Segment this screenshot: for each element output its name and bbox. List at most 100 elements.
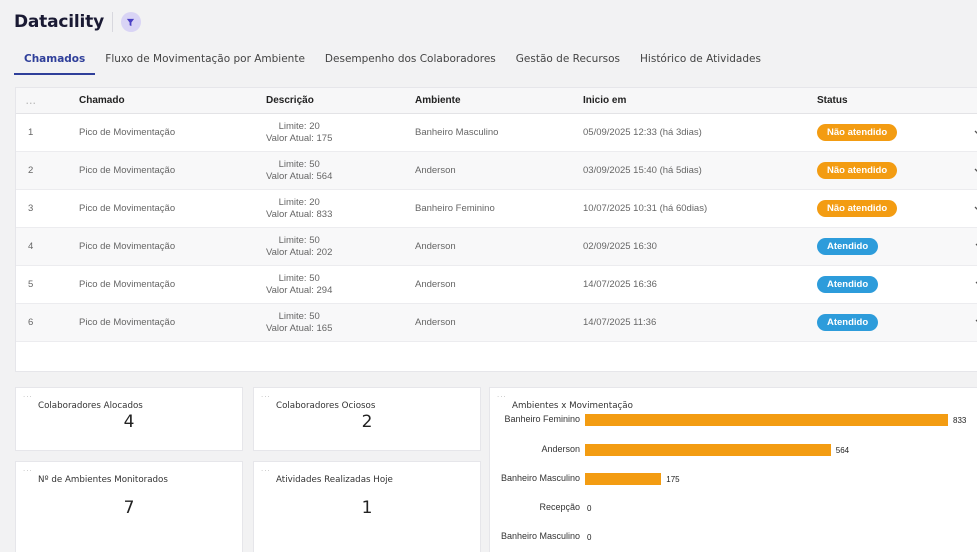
row-id: 3 [28,203,34,214]
bar-value-label: 0 [587,533,592,542]
row-id: 5 [28,279,34,290]
card-colaboradores-ociosos: ... Colaboradores Ociosos 2 [253,387,481,451]
bar-category-label: Banheiro Feminino [504,414,580,424]
card-menu-icon[interactable]: ... [23,390,33,399]
card-value: 2 [361,412,373,432]
row-valor-atual: Valor Atual: 833 [266,208,333,220]
row-action[interactable] [974,152,977,189]
row-action[interactable] [974,114,977,151]
row-chamado: Pico de Movimentação [79,203,176,214]
row-ambiente: Banheiro Masculino [415,127,499,138]
row-chamado: Pico de Movimentação [79,317,176,328]
row-id: 6 [28,317,34,328]
card-title: Colaboradores Alocados [38,401,143,411]
card-atividades-hoje: ... Atividades Realizadas Hoje 1 [253,461,481,552]
table-row[interactable]: 1 Pico de Movimentação Limite: 20 Valor … [16,114,977,152]
bar-value-label: 0 [587,504,592,513]
table-menu-icon[interactable]: ... [26,95,37,106]
header-descricao[interactable]: Descrição [266,95,314,106]
header-ambiente[interactable]: Ambiente [415,95,461,106]
row-limite: Limite: 50 [278,272,320,284]
tab-bar: Chamados Fluxo de Movimentação por Ambie… [14,50,771,75]
table-row[interactable]: 2 Pico de Movimentação Limite: 50 Valor … [16,152,977,190]
chart-ambientes-movimentacao: ... Ambientes x Movimentação Banheiro Fe… [489,387,977,552]
row-limite: Limite: 50 [278,158,320,170]
header-chamado[interactable]: Chamado [79,95,125,106]
row-id: 4 [28,241,34,252]
row-inicio: 14/07/2025 16:36 [583,279,657,290]
card-value: 7 [123,498,135,518]
row-descricao: Limite: 20 Valor Atual: 833 [266,190,332,227]
bar[interactable] [585,444,831,456]
row-descricao: Limite: 50 Valor Atual: 564 [266,152,332,189]
row-descricao: Limite: 50 Valor Atual: 202 [266,228,332,265]
status-badge: Não atendido [817,200,898,217]
row-action[interactable] [974,190,977,227]
bar[interactable] [585,473,662,485]
filter-button[interactable] [120,12,141,32]
card-title: Nº de Ambientes Monitorados [38,475,168,485]
row-status: Atendido [817,266,879,303]
bar[interactable] [585,414,948,426]
row-status: Não atendido [817,190,898,227]
row-ambiente: Banheiro Feminino [415,203,495,214]
bar-value-label: 175 [666,475,680,484]
status-badge: Não atendido [817,162,898,179]
card-value: 1 [361,498,373,518]
row-limite: Limite: 50 [278,234,320,246]
row-valor-atual: Valor Atual: 165 [266,322,333,334]
bar-category-label: Banheiro Masculino [500,531,580,541]
row-chamado: Pico de Movimentação [79,241,176,252]
bar-category-label: Banheiro Masculino [500,473,580,483]
chart-area: Banheiro Feminino 833 Anderson 564 Banheiro … [490,388,977,552]
table-row[interactable]: 5 Pico de Movimentação Limite: 50 Valor … [16,266,977,304]
row-inicio: 05/09/2025 12:33 (há 3dias) [583,127,702,138]
app-header: Datacility [14,10,141,34]
chevron-down-icon[interactable] [974,204,977,214]
chart-title: Ambientes x Movimentação [512,401,633,411]
row-chamado: Pico de Movimentação [79,165,176,176]
chevron-down-icon[interactable] [974,166,977,176]
card-menu-icon[interactable]: ... [23,464,33,473]
row-ambiente: Anderson [415,317,456,328]
row-chamado: Pico de Movimentação [79,127,176,138]
table-row[interactable]: 6 Pico de Movimentação Limite: 50 Valor … [16,304,977,342]
table-header: ... Chamado Descrição Ambiente Inicio em… [16,88,977,114]
row-valor-atual: Valor Atual: 294 [266,284,333,296]
tab-desempenho-colaboradores[interactable]: Desempenho dos Colaboradores [324,53,496,65]
status-badge: Não atendido [817,124,898,141]
row-inicio: 03/09/2025 15:40 (há 5dias) [583,165,702,176]
row-limite: Limite: 20 [278,120,320,132]
table-row[interactable]: 3 Pico de Movimentação Limite: 20 Valor … [16,190,977,228]
bar-category-label: Recepção [539,502,580,512]
chamados-table: ... Chamado Descrição Ambiente Inicio em… [15,87,977,372]
card-ambientes-monitorados: ... Nº de Ambientes Monitorados 7 [15,461,243,552]
status-badge: Atendido [817,238,879,255]
card-menu-icon[interactable]: ... [497,390,507,399]
header-inicio[interactable]: Inicio em [583,95,627,106]
row-ambiente: Anderson [415,165,456,176]
tab-gestao-recursos[interactable]: Gestão de Recursos [515,53,621,65]
header-status[interactable]: Status [817,95,848,106]
table-row[interactable]: 4 Pico de Movimentação Limite: 50 Valor … [16,228,977,266]
row-status: Atendido [817,228,879,265]
bar-value-label: 564 [835,446,850,455]
row-valor-atual: Valor Atual: 175 [266,132,333,144]
row-descricao: Limite: 50 Valor Atual: 165 [266,304,332,341]
card-menu-icon[interactable]: ... [261,464,271,473]
row-descricao: Limite: 20 Valor Atual: 175 [266,114,332,151]
tab-fluxo-movimentacao[interactable]: Fluxo de Movimentação por Ambiente [105,53,305,65]
title-divider [111,12,113,32]
status-badge: Atendido [817,314,879,331]
card-menu-icon[interactable]: ... [261,390,271,399]
tab-historico-atividades[interactable]: Histórico de Atividades [640,53,761,65]
card-title: Atividades Realizadas Hoje [276,475,393,485]
row-limite: Limite: 20 [278,196,320,208]
tab-chamados[interactable]: Chamados [14,50,96,75]
row-status: Não atendido [817,152,898,189]
row-id: 1 [28,127,34,138]
row-status: Atendido [817,304,879,341]
row-valor-atual: Valor Atual: 564 [266,170,333,182]
row-chamado: Pico de Movimentação [79,279,176,290]
chevron-down-icon[interactable] [974,128,977,138]
